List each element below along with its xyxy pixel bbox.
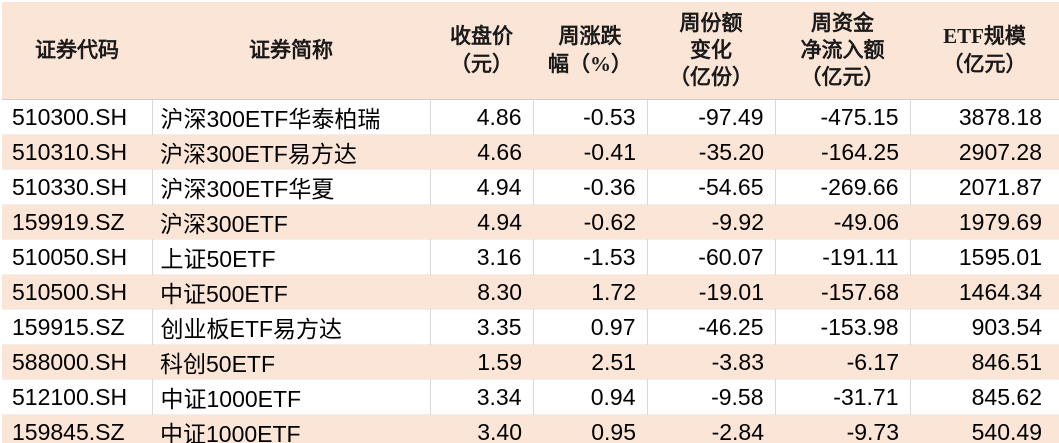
cell-scale: 1464.34: [910, 274, 1059, 310]
cell-net-inflow: -475.15: [775, 99, 911, 135]
table-row: 510330.SH 沪深300ETF华夏 4.94 -0.36 -54.65 -…: [2, 169, 1059, 205]
cell-share-chg: -54.65: [647, 169, 776, 205]
cell-scale: 2071.87: [910, 169, 1059, 205]
cell-code: 510500.SH: [2, 274, 152, 310]
cell-share-chg: -3.83: [647, 344, 775, 380]
cell-net-inflow: -191.11: [775, 239, 911, 275]
cell-change: -1.53: [533, 239, 648, 275]
cell-close: 3.16: [430, 239, 534, 275]
cell-close: 4.66: [430, 134, 533, 170]
cell-close: 4.86: [430, 99, 534, 135]
cell-share-chg: -97.49: [647, 99, 776, 135]
cell-scale: 3878.18: [910, 99, 1059, 135]
cell-net-inflow: -49.06: [775, 204, 910, 240]
cell-scale: 1595.01: [910, 239, 1059, 275]
col-header-security-name: 证券简称: [152, 2, 430, 100]
cell-code: 510330.SH: [2, 169, 153, 205]
table-row: 512100.SH 中证1000ETF 3.34 0.94 -9.58 -31.…: [2, 379, 1059, 415]
cell-code: 159919.SZ: [2, 204, 152, 240]
header-row: 证券代码 证券简称 收盘价 （元） 周涨跌 幅（%） 周份额 变化 （亿份） 周…: [2, 2, 1059, 100]
cell-code: 512100.SH: [2, 379, 153, 415]
col-header-share-change: 周份额 变化 （亿份）: [647, 2, 775, 100]
cell-net-inflow: -31.71: [775, 379, 911, 415]
cell-share-chg: -2.84: [647, 414, 775, 443]
cell-net-inflow: -9.73: [775, 414, 910, 443]
cell-code: 510310.SH: [2, 134, 152, 170]
cell-name: 创业板ETF易方达: [152, 309, 431, 345]
cell-scale: 903.54: [910, 309, 1059, 345]
cell-change: 0.97: [533, 309, 648, 345]
cell-change: 0.95: [533, 414, 647, 443]
cell-code: 510300.SH: [2, 99, 153, 135]
cell-share-chg: -35.20: [647, 134, 775, 170]
table-row: 510300.SH 沪深300ETF华泰柏瑞 4.86 -0.53 -97.49…: [2, 99, 1059, 135]
cell-name: 科创50ETF: [152, 344, 430, 380]
cell-close: 3.40: [430, 414, 533, 443]
table-header: 证券代码 证券简称 收盘价 （元） 周涨跌 幅（%） 周份额 变化 （亿份） 周…: [2, 2, 1059, 100]
cell-change: 0.94: [533, 379, 648, 415]
cell-name: 沪深300ETF华夏: [152, 169, 431, 205]
cell-scale: 846.51: [910, 344, 1059, 380]
cell-code: 159845.SZ: [2, 414, 152, 443]
cell-close: 4.94: [430, 204, 533, 240]
table-row: 159915.SZ 创业板ETF易方达 3.35 0.97 -46.25 -15…: [2, 309, 1059, 345]
cell-net-inflow: -6.17: [775, 344, 910, 380]
cell-name: 中证1000ETF: [152, 379, 431, 415]
cell-name: 上证50ETF: [152, 239, 431, 275]
table-body: 510300.SH 沪深300ETF华泰柏瑞 4.86 -0.53 -97.49…: [2, 99, 1059, 443]
table-row: 510050.SH 上证50ETF 3.16 -1.53 -60.07 -191…: [2, 239, 1059, 275]
cell-share-chg: -9.58: [647, 379, 776, 415]
cell-close: 8.30: [430, 274, 533, 310]
cell-name: 中证1000ETF: [152, 414, 430, 443]
col-header-net-inflow: 周资金 净流入额 （亿元）: [775, 2, 910, 100]
cell-net-inflow: -153.98: [775, 309, 911, 345]
table-row: 510500.SH 中证500ETF 8.30 1.72 -19.01 -157…: [2, 274, 1059, 310]
cell-change: 2.51: [533, 344, 647, 380]
cell-name: 沪深300ETF华泰柏瑞: [152, 99, 431, 135]
cell-scale: 540.49: [910, 414, 1059, 443]
cell-share-chg: -9.92: [647, 204, 775, 240]
table-row: 588000.SH 科创50ETF 1.59 2.51 -3.83 -6.17 …: [2, 344, 1059, 380]
cell-share-chg: -19.01: [647, 274, 775, 310]
cell-scale: 2907.28: [910, 134, 1059, 170]
cell-name: 中证500ETF: [152, 274, 430, 310]
cell-code: 588000.SH: [2, 344, 152, 380]
col-header-close-price: 收盘价 （元）: [430, 2, 533, 100]
cell-scale: 845.62: [910, 379, 1059, 415]
cell-close: 3.35: [430, 309, 534, 345]
cell-close: 4.94: [430, 169, 534, 205]
col-header-weekly-change: 周涨跌 幅（%）: [533, 2, 647, 100]
col-header-etf-scale: ETF规模 （亿元）: [910, 2, 1059, 100]
cell-name: 沪深300ETF易方达: [152, 134, 430, 170]
cell-net-inflow: -157.68: [775, 274, 910, 310]
cell-change: -0.62: [533, 204, 647, 240]
cell-share-chg: -46.25: [647, 309, 776, 345]
cell-change: -0.41: [533, 134, 647, 170]
cell-scale: 1979.69: [910, 204, 1059, 240]
table-row: 159845.SZ 中证1000ETF 3.40 0.95 -2.84 -9.7…: [2, 414, 1059, 443]
cell-change: -0.53: [533, 99, 648, 135]
cell-change: -0.36: [533, 169, 648, 205]
col-header-security-code: 证券代码: [2, 2, 152, 100]
cell-close: 1.59: [430, 344, 533, 380]
cell-share-chg: -60.07: [647, 239, 776, 275]
table-row: 159919.SZ 沪深300ETF 4.94 -0.62 -9.92 -49.…: [2, 204, 1059, 240]
cell-code: 159915.SZ: [2, 309, 153, 345]
cell-net-inflow: -269.66: [775, 169, 911, 205]
cell-code: 510050.SH: [2, 239, 153, 275]
cell-change: 1.72: [533, 274, 647, 310]
cell-net-inflow: -164.25: [775, 134, 910, 170]
table-row: 510310.SH 沪深300ETF易方达 4.66 -0.41 -35.20 …: [2, 134, 1059, 170]
cell-close: 3.34: [430, 379, 534, 415]
cell-name: 沪深300ETF: [152, 204, 430, 240]
